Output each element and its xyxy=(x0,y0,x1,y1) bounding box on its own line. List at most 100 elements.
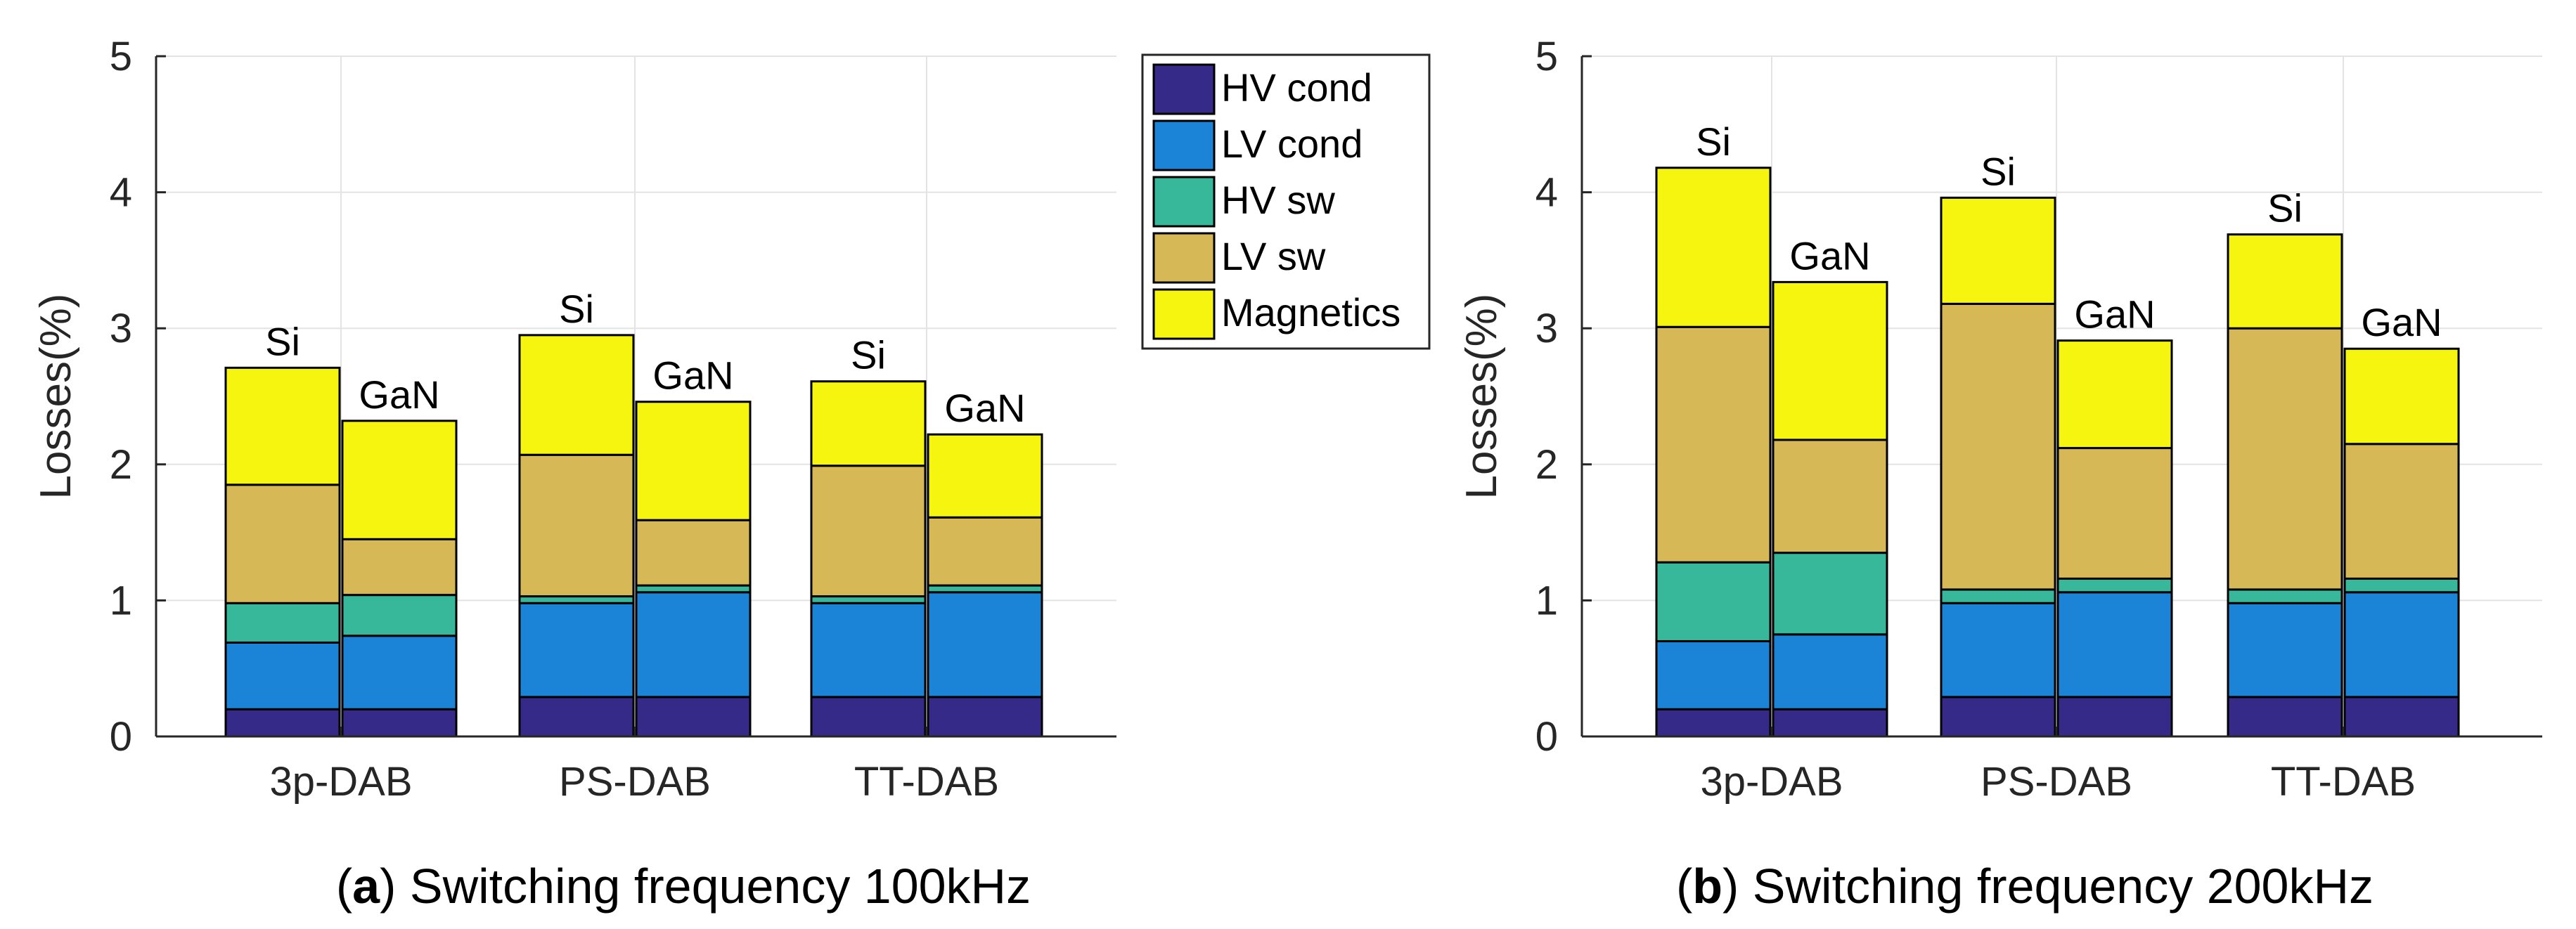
bar-segment-lv-sw xyxy=(518,453,635,598)
bar-segment-magnetics xyxy=(810,380,927,467)
bar-segment-magnetics xyxy=(2227,233,2343,330)
bar-segment-lv-cond xyxy=(1655,639,1772,710)
bar-segment-lv-cond xyxy=(2343,591,2460,699)
caption-paren-close: ) xyxy=(380,859,410,914)
figure-caption: (a) Switching frequency 100kHz xyxy=(336,859,1031,914)
bar-segment-hv-sw xyxy=(2227,588,2343,604)
bar-segment-hv-cond xyxy=(2343,696,2460,738)
legend: HV cond LV cond HV sw LV sw Magnetics xyxy=(1141,53,1431,350)
caption-b: (b) Switching frequency 200kHz xyxy=(1676,859,2374,914)
bar-segment-hv-cond xyxy=(341,708,458,738)
bar-segment-hv-cond xyxy=(224,708,341,738)
caption-paren-open: ( xyxy=(336,859,352,914)
legend-swatch-magnetics xyxy=(1152,288,1216,340)
x-tick-label: PS-DAB xyxy=(1981,759,2132,805)
bar-segment-hv-cond xyxy=(2227,696,2343,738)
bar-segment-lv-sw xyxy=(341,538,458,597)
bar-segment-hv-sw xyxy=(2343,577,2460,594)
y-axis-label: Losses(%) xyxy=(1457,294,1506,500)
caption-paren-open: ( xyxy=(1676,859,1692,914)
bar-segment-hv-sw xyxy=(2056,577,2173,594)
bar-segment-lv-sw xyxy=(224,483,341,604)
legend-label-hv-cond: HV cond xyxy=(1221,65,1372,110)
chart-a: Si GaN Si GaN Si GaN 0 1 2 3 4 5 3p-DAB PS-DAB TT-DAB L… xyxy=(32,34,1116,805)
y-tick-label: 5 xyxy=(1535,34,1558,79)
bar-segment-magnetics xyxy=(927,433,1043,519)
bar-segment-hv-sw xyxy=(1655,561,1772,642)
bar-segment-lv-cond xyxy=(1940,602,2056,699)
legend-swatch-hv-sw xyxy=(1152,176,1216,228)
bar-segment-hv-cond xyxy=(635,696,752,738)
bar-segment-lv-sw xyxy=(1940,302,2056,591)
bar-segment-magnetics xyxy=(635,401,752,521)
bar-label-gan: GaN xyxy=(944,386,1025,430)
bar-segment-hv-sw xyxy=(341,594,458,637)
legend-label-lv-cond: LV cond xyxy=(1221,122,1363,166)
bar-segment-lv-cond xyxy=(224,641,341,710)
bar-segment-hv-cond xyxy=(1772,708,1888,738)
bar-segment-lv-cond xyxy=(2056,591,2173,699)
bar-segment-hv-sw xyxy=(224,602,341,644)
bar-segment-hv-sw xyxy=(1772,552,1888,636)
bar-segment-hv-cond xyxy=(810,696,927,738)
chart-b: Si GaN Si GaN Si GaN 0 1 2 3 4 5 3p-DAB PS-DAB TT-DAB L… xyxy=(1457,34,2542,805)
y-tick-label: 0 xyxy=(110,714,132,760)
bar-segment-lv-cond xyxy=(635,591,752,699)
legend-swatch-hv-cond xyxy=(1152,63,1216,115)
bar-segment-hv-cond xyxy=(518,696,635,738)
bar-segment-magnetics xyxy=(2056,339,2173,450)
caption-text: Switching frequency 100kHz xyxy=(410,859,1031,914)
caption-a: (a) Switching frequency 100kHz xyxy=(336,859,1031,914)
bar-label-gan: GaN xyxy=(652,353,733,398)
caption-letter: b xyxy=(1692,859,1722,914)
bar-segment-hv-cond xyxy=(927,696,1043,738)
bar-segment-magnetics xyxy=(2343,347,2460,446)
bar-segment-lv-sw xyxy=(1772,438,1888,554)
y-tick-label: 1 xyxy=(1535,578,1558,623)
bar-segment-lv-sw xyxy=(2343,443,2460,580)
bar-segment-lv-sw xyxy=(1655,325,1772,564)
bar-segment-magnetics xyxy=(1772,280,1888,441)
bar-segment-lv-sw xyxy=(635,519,752,587)
y-axis-label: Losses(%) xyxy=(32,294,80,500)
y-tick-label: 3 xyxy=(110,306,132,351)
x-tick-label: TT-DAB xyxy=(2271,759,2416,805)
bar-label-si: Si xyxy=(2267,186,2303,230)
y-tick-label: 0 xyxy=(1535,714,1558,760)
y-tick-label: 3 xyxy=(1535,306,1558,351)
bar-label-si: Si xyxy=(851,333,886,377)
y-tick-label: 2 xyxy=(110,442,132,488)
x-tick-label: 3p-DAB xyxy=(1700,759,1843,805)
bar-segment-lv-sw xyxy=(927,516,1043,587)
bar-label-si: Si xyxy=(265,319,300,363)
bar-label-si: Si xyxy=(1981,149,2016,193)
x-tick-label: TT-DAB xyxy=(854,759,999,805)
y-tick-label: 5 xyxy=(110,34,132,79)
bar-segment-magnetics xyxy=(1940,196,2056,305)
legend-label-magnetics: Magnetics xyxy=(1221,290,1400,334)
bar-segment-lv-cond xyxy=(518,602,635,699)
bar-segment-magnetics xyxy=(1655,167,1772,328)
bar-segment-magnetics xyxy=(341,420,458,540)
bar-label-si: Si xyxy=(559,287,594,331)
bar-segment-lv-cond xyxy=(927,591,1043,699)
bar-label-gan: GaN xyxy=(2074,292,2155,337)
bar-segment-hv-cond xyxy=(2056,696,2173,738)
legend-label-lv-sw: LV sw xyxy=(1221,234,1326,278)
bar-segment-lv-sw xyxy=(2227,327,2343,591)
bar-label-gan: GaN xyxy=(1789,233,1870,278)
legend-swatch-lv-sw xyxy=(1152,232,1216,284)
x-tick-label: PS-DAB xyxy=(559,759,711,805)
caption-letter: a xyxy=(352,859,380,914)
bar-label-si: Si xyxy=(1696,119,1731,164)
bar-label-gan: GaN xyxy=(359,372,439,417)
legend-label-hv-sw: HV sw xyxy=(1221,178,1335,222)
y-tick-label: 4 xyxy=(110,170,132,216)
bar-segment-lv-sw xyxy=(810,464,927,598)
legend-swatch-lv-cond xyxy=(1152,119,1216,171)
bar-segment-hv-cond xyxy=(1940,696,2056,738)
x-tick-label: 3p-DAB xyxy=(269,759,412,805)
y-tick-label: 2 xyxy=(1535,442,1558,488)
bar-label-gan: GaN xyxy=(2361,300,2442,344)
